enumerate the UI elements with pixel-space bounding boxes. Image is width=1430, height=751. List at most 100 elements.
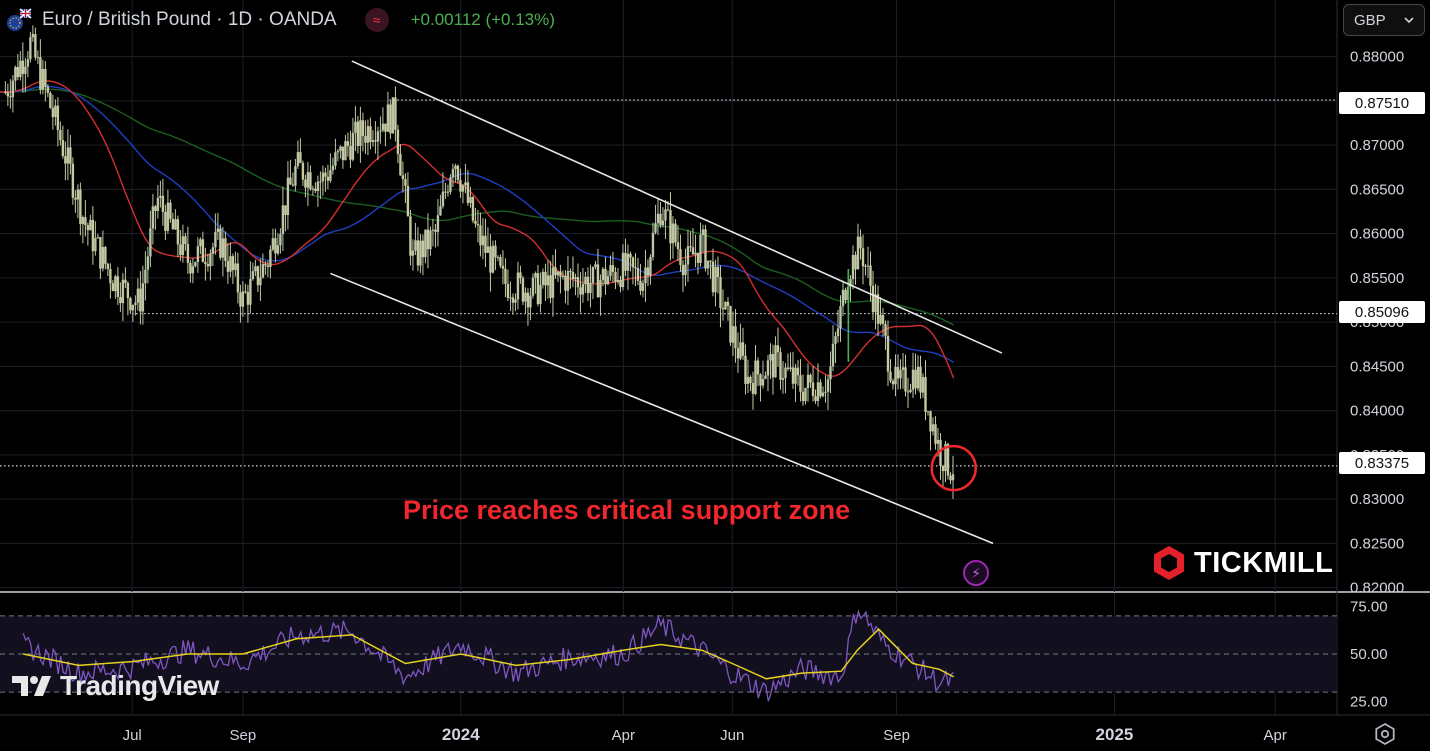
- candle-body: [31, 34, 35, 38]
- candle-body: [774, 345, 777, 378]
- candle-body: [16, 66, 20, 78]
- candle-body: [421, 240, 425, 258]
- candle-body: [729, 305, 732, 343]
- support-highlight-circle: [930, 444, 977, 492]
- candle-body: [46, 86, 50, 93]
- candle-body: [926, 411, 930, 413]
- candle-body: [656, 213, 660, 224]
- candle-body: [91, 219, 95, 252]
- candle-body: [429, 230, 432, 250]
- candle-body: [919, 366, 922, 393]
- candle-body: [579, 287, 582, 295]
- candle-body: [179, 244, 182, 256]
- candle-body: [346, 141, 350, 146]
- candle-body: [296, 152, 300, 167]
- candle-body: [71, 163, 75, 198]
- candle-body: [466, 182, 470, 203]
- candle-body: [644, 267, 647, 284]
- candle-body: [884, 323, 887, 336]
- candle-body: [741, 342, 745, 356]
- candle-body: [386, 104, 390, 132]
- candle-body: [79, 189, 82, 224]
- candle-body: [806, 374, 810, 388]
- candle-body: [921, 377, 925, 393]
- candle-body: [949, 475, 952, 481]
- candle-body: [154, 206, 157, 211]
- candle-body: [109, 269, 112, 284]
- currency-selector[interactable]: GBP: [1343, 4, 1425, 36]
- tickmill-label: TICKMILL: [1194, 546, 1334, 579]
- candle-body: [374, 140, 377, 142]
- candle-body: [866, 265, 870, 267]
- lightning-icon[interactable]: ⚡: [963, 560, 989, 586]
- candle-body: [711, 261, 715, 293]
- candle-body: [194, 262, 197, 267]
- candle-body: [319, 181, 322, 183]
- candle-body: [734, 326, 737, 349]
- candle-body: [476, 223, 480, 226]
- candle-body: [526, 292, 530, 308]
- candle-body: [779, 352, 782, 380]
- candle-body: [894, 367, 897, 385]
- candle-body: [906, 391, 910, 393]
- candle-body: [871, 285, 875, 313]
- candle-body: [811, 382, 815, 397]
- candle-body: [439, 206, 442, 216]
- candle-body: [89, 219, 92, 231]
- candle-body: [414, 240, 417, 251]
- candle-body: [284, 205, 287, 216]
- candle-body: [499, 257, 502, 266]
- candle-body: [749, 376, 752, 384]
- candle-body: [509, 297, 512, 299]
- candle-body: [214, 231, 217, 248]
- candle-body: [771, 354, 775, 378]
- candle-body: [576, 277, 580, 288]
- candle-body: [404, 179, 407, 186]
- wave-icon[interactable]: ≈: [364, 8, 389, 32]
- candle-body: [479, 225, 482, 246]
- candle-body: [809, 374, 812, 383]
- candle-body: [569, 271, 572, 273]
- candle-body: [759, 374, 762, 386]
- settings-gear-icon[interactable]: [1373, 722, 1397, 746]
- candle-body: [306, 172, 310, 188]
- candle-body: [54, 105, 57, 118]
- candle-body: [61, 140, 65, 157]
- candle-body: [701, 229, 705, 235]
- candle-body: [121, 279, 125, 304]
- candle-body: [471, 197, 475, 221]
- candle-body: [241, 291, 245, 307]
- candle-body: [831, 343, 835, 367]
- candle-body: [911, 369, 915, 390]
- y-tick-label: 0.85500: [1350, 270, 1404, 287]
- candle-body: [224, 238, 227, 261]
- candle-body: [159, 195, 162, 198]
- tickmill-hex-icon: [1154, 546, 1184, 580]
- candle-body: [941, 465, 945, 472]
- candle-body: [684, 264, 687, 276]
- candle-body: [709, 260, 712, 262]
- candle-body: [234, 263, 237, 271]
- symbol-title[interactable]: Euro / British Pound · 1D · OANDA: [42, 9, 337, 30]
- candle-body: [486, 246, 490, 253]
- candle-body: [496, 257, 500, 259]
- candle-body: [371, 140, 375, 143]
- candle-body: [456, 165, 460, 181]
- candle-body: [546, 275, 550, 286]
- candle-body: [554, 267, 557, 276]
- candle-body: [96, 237, 100, 239]
- candle-body: [821, 392, 825, 397]
- candle-body: [876, 294, 880, 324]
- y-tick-label: 0.88000: [1350, 49, 1404, 66]
- candle-body: [764, 375, 767, 380]
- y-tick-label: 0.84000: [1350, 403, 1404, 420]
- ma-slow-line: [5, 88, 955, 326]
- candle-body: [671, 223, 675, 244]
- candle-body: [886, 335, 890, 372]
- price-change: +0.00112 (+0.13%): [410, 10, 555, 29]
- rsi-tick-label: 50.00: [1350, 646, 1388, 663]
- candle-body: [881, 314, 885, 324]
- candle-body: [801, 391, 805, 402]
- candle-body: [84, 217, 87, 226]
